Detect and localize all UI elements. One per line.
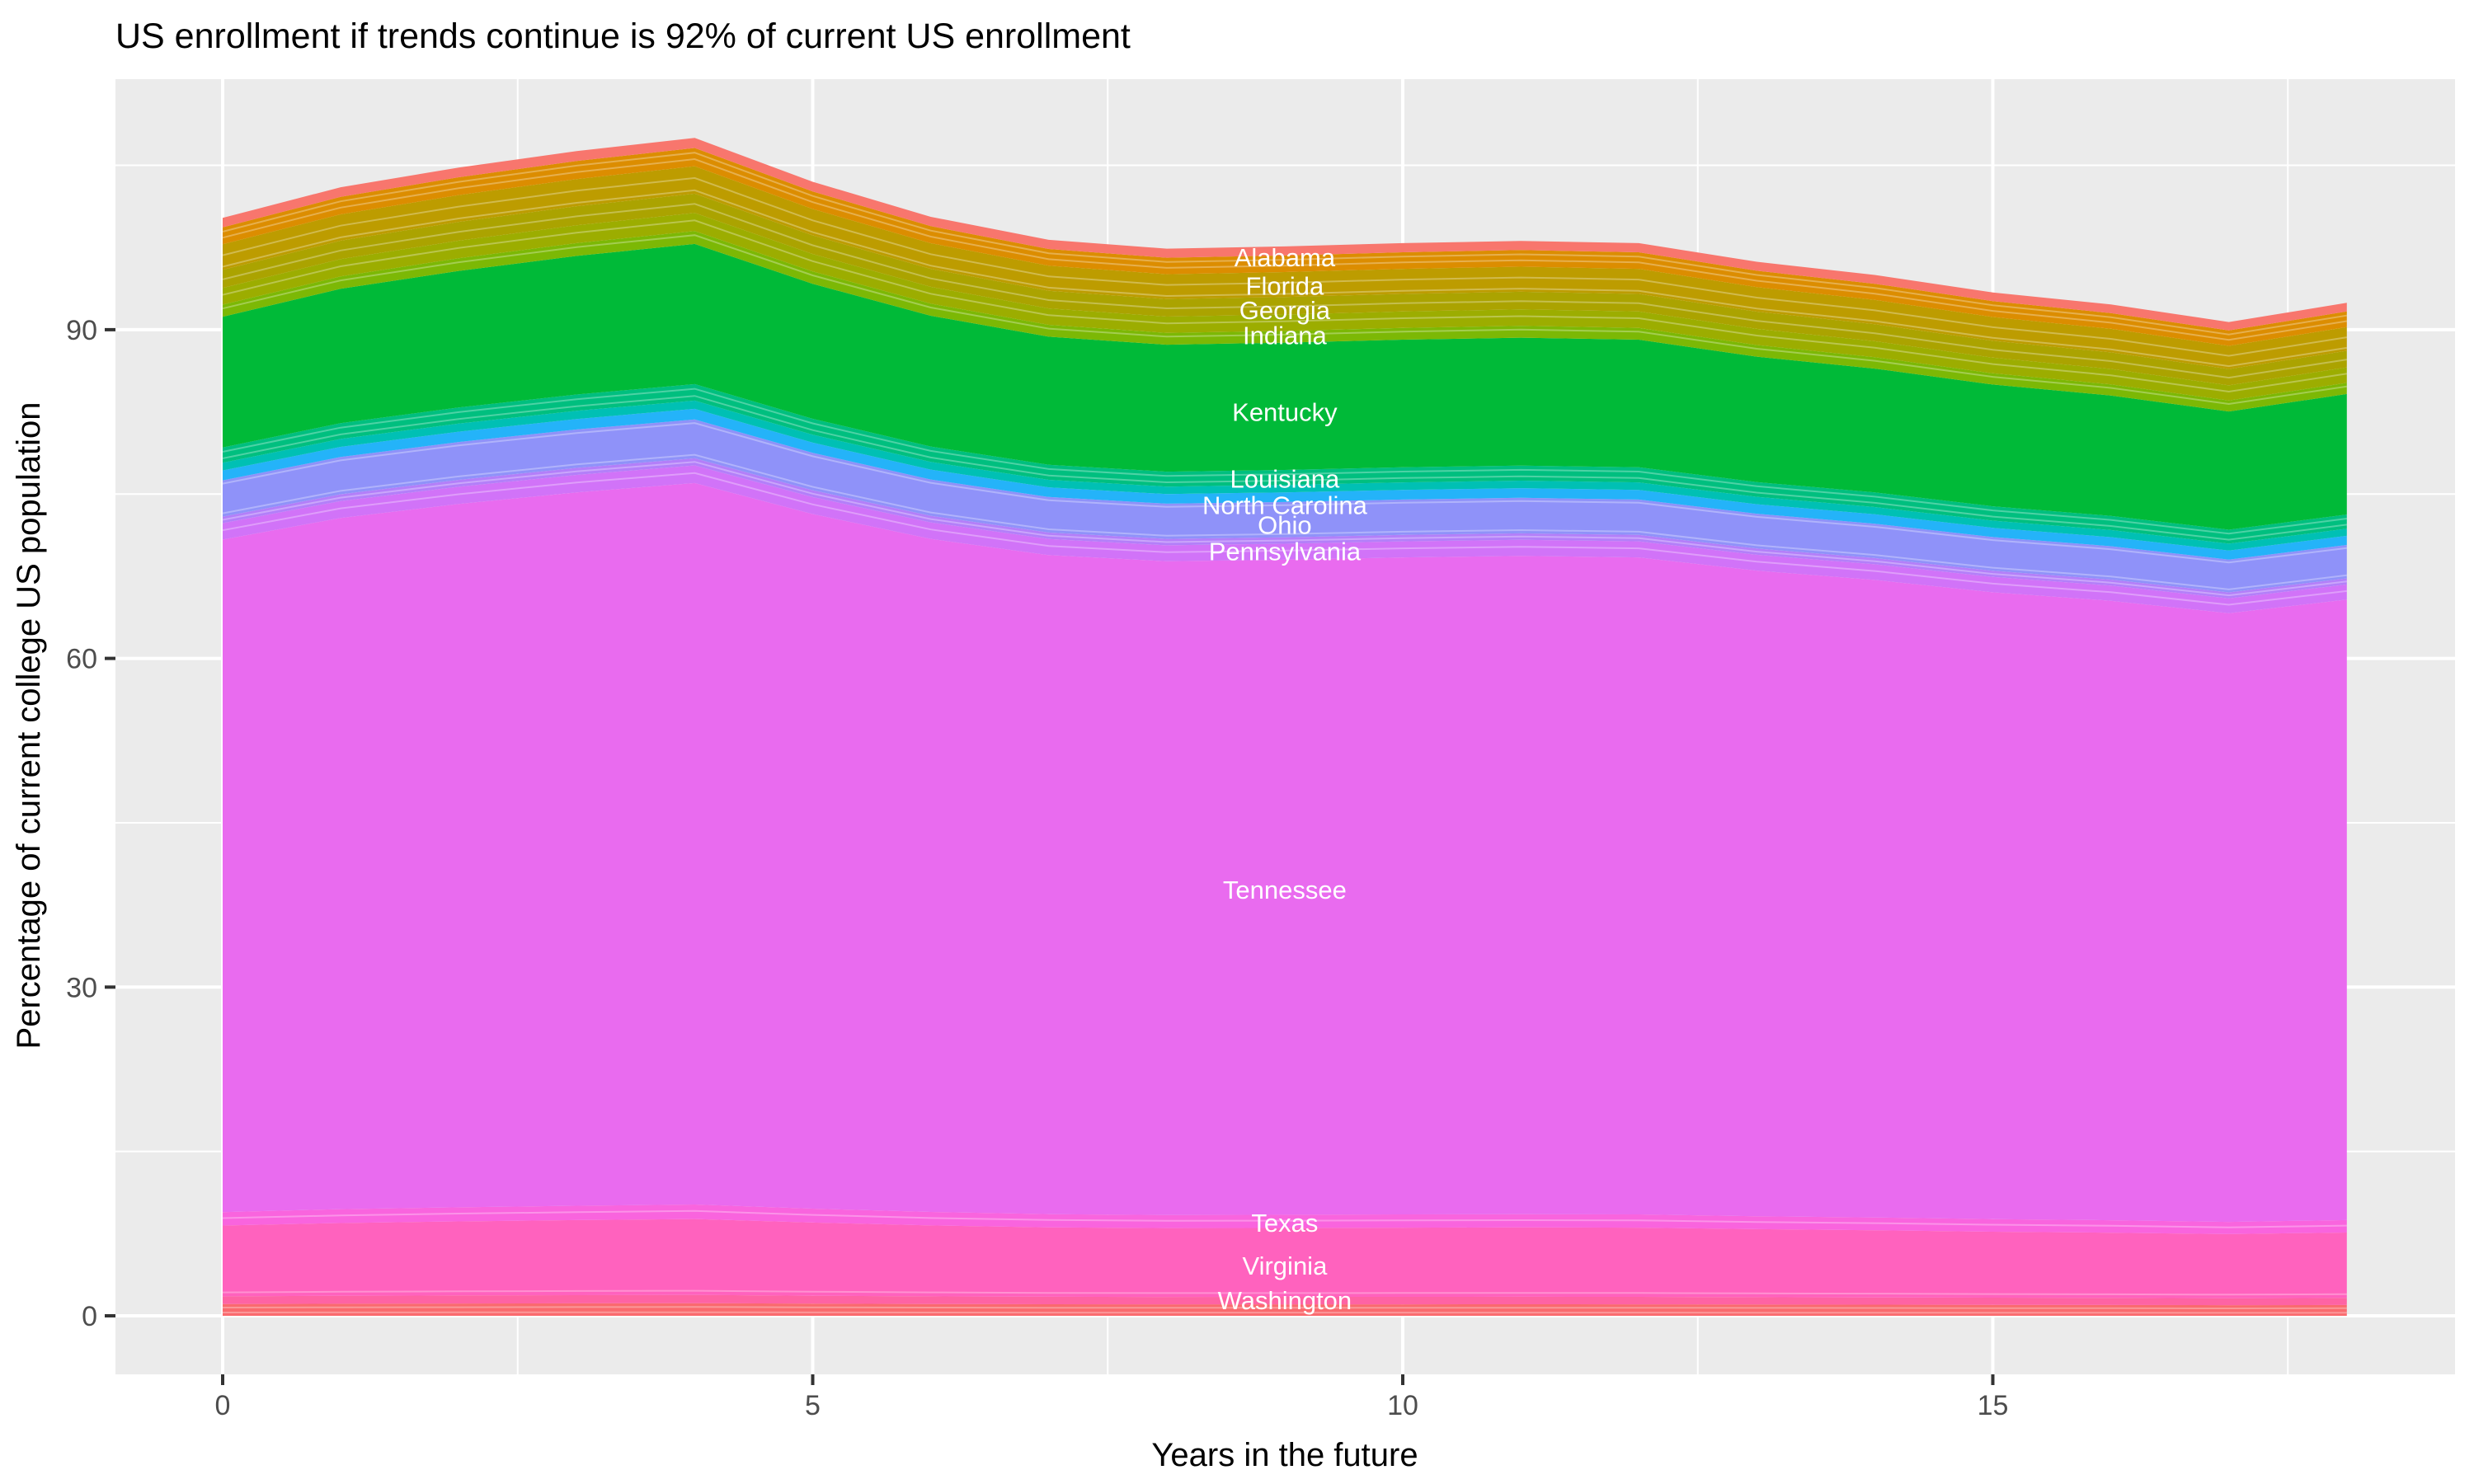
band-divider	[222, 461, 2347, 597]
band-divider	[222, 176, 2347, 357]
stacked-areas	[223, 138, 2347, 1316]
band-divider	[222, 472, 2347, 606]
band-divider	[222, 219, 2347, 393]
area-band-bottom-red-small-states	[223, 1303, 2347, 1316]
x-tick-label-0: 0	[215, 1390, 231, 1421]
state-label-washington: Washington	[1218, 1286, 1352, 1315]
y-tick-labels: 0 30 60 90	[66, 315, 97, 1332]
band-divider	[222, 395, 2347, 541]
band-divider	[222, 1209, 2347, 1228]
area-band-tennessee	[223, 482, 2347, 1223]
band-divider	[222, 1289, 2347, 1296]
area-band-indiana	[223, 231, 2347, 412]
state-label-tennessee: Tennessee	[1223, 876, 1347, 904]
state-label-texas: Texas	[1251, 1209, 1318, 1237]
area-band-virginia	[223, 1219, 2347, 1298]
state-label-pennsylvania: Pennsylvania	[1209, 537, 1362, 566]
state-label-georgia: Georgia	[1239, 296, 1331, 325]
area-band-georgia	[223, 193, 2347, 386]
x-axis-title: Years in the future	[1151, 1437, 1418, 1473]
area-band-north-carolina	[223, 408, 2347, 560]
area-band-pennsylvania	[223, 465, 2347, 613]
area-band-louisiana	[223, 383, 2347, 544]
band-divider	[222, 203, 2347, 379]
y-tick-label-90: 90	[66, 315, 97, 346]
band-divider	[222, 189, 2347, 368]
y-tick-label-30: 30	[66, 972, 97, 1003]
area-band-lilac-small-states	[223, 458, 2347, 599]
state-label-ohio: Ohio	[1258, 510, 1311, 539]
band-divider	[222, 387, 2347, 535]
band-divider-hairlines	[222, 152, 2347, 1314]
state-label-north-carolina: North Carolina	[1202, 491, 1368, 520]
x-tick-labels: 0 5 10 15	[215, 1390, 2009, 1421]
plot-title: US enrollment if trends continue is 92% …	[115, 16, 1131, 56]
state-label-virginia: Virginia	[1242, 1252, 1328, 1280]
state-label-kentucky: Kentucky	[1232, 398, 1338, 427]
area-band-olive-small-states	[223, 213, 2347, 401]
x-tick-label-10: 10	[1387, 1390, 1418, 1421]
x-tick-label-15: 15	[1978, 1390, 2009, 1421]
area-band-orange-small-states	[223, 148, 2347, 346]
band-divider	[222, 234, 2347, 406]
band-divider	[222, 453, 2347, 590]
state-label-alabama: Alabama	[1235, 243, 1336, 272]
area-band-teal-small-states	[223, 400, 2347, 551]
area-band-ohio	[223, 419, 2347, 593]
y-tick-label-60: 60	[66, 644, 97, 675]
area-band-washington	[223, 1294, 2347, 1306]
band-divider	[222, 152, 2347, 336]
y-axis-title: Percentage of current college US populat…	[11, 402, 47, 1050]
band-divider	[222, 1306, 2347, 1310]
x-tick-label-5: 5	[805, 1390, 821, 1421]
band-divider	[222, 422, 2347, 564]
axis-tick-marks	[105, 327, 1995, 1385]
state-label-florida: Florida	[1246, 272, 1325, 301]
area-band-florida	[223, 166, 2347, 369]
area-band-kentucky	[223, 243, 2347, 530]
state-label-indiana: Indiana	[1243, 322, 1327, 350]
y-tick-label-0: 0	[82, 1301, 97, 1332]
state-label-louisiana: Louisiana	[1230, 465, 1340, 494]
area-band-alabama	[223, 138, 2347, 331]
band-divider	[222, 157, 2347, 341]
area-band-texas	[223, 1205, 2347, 1234]
